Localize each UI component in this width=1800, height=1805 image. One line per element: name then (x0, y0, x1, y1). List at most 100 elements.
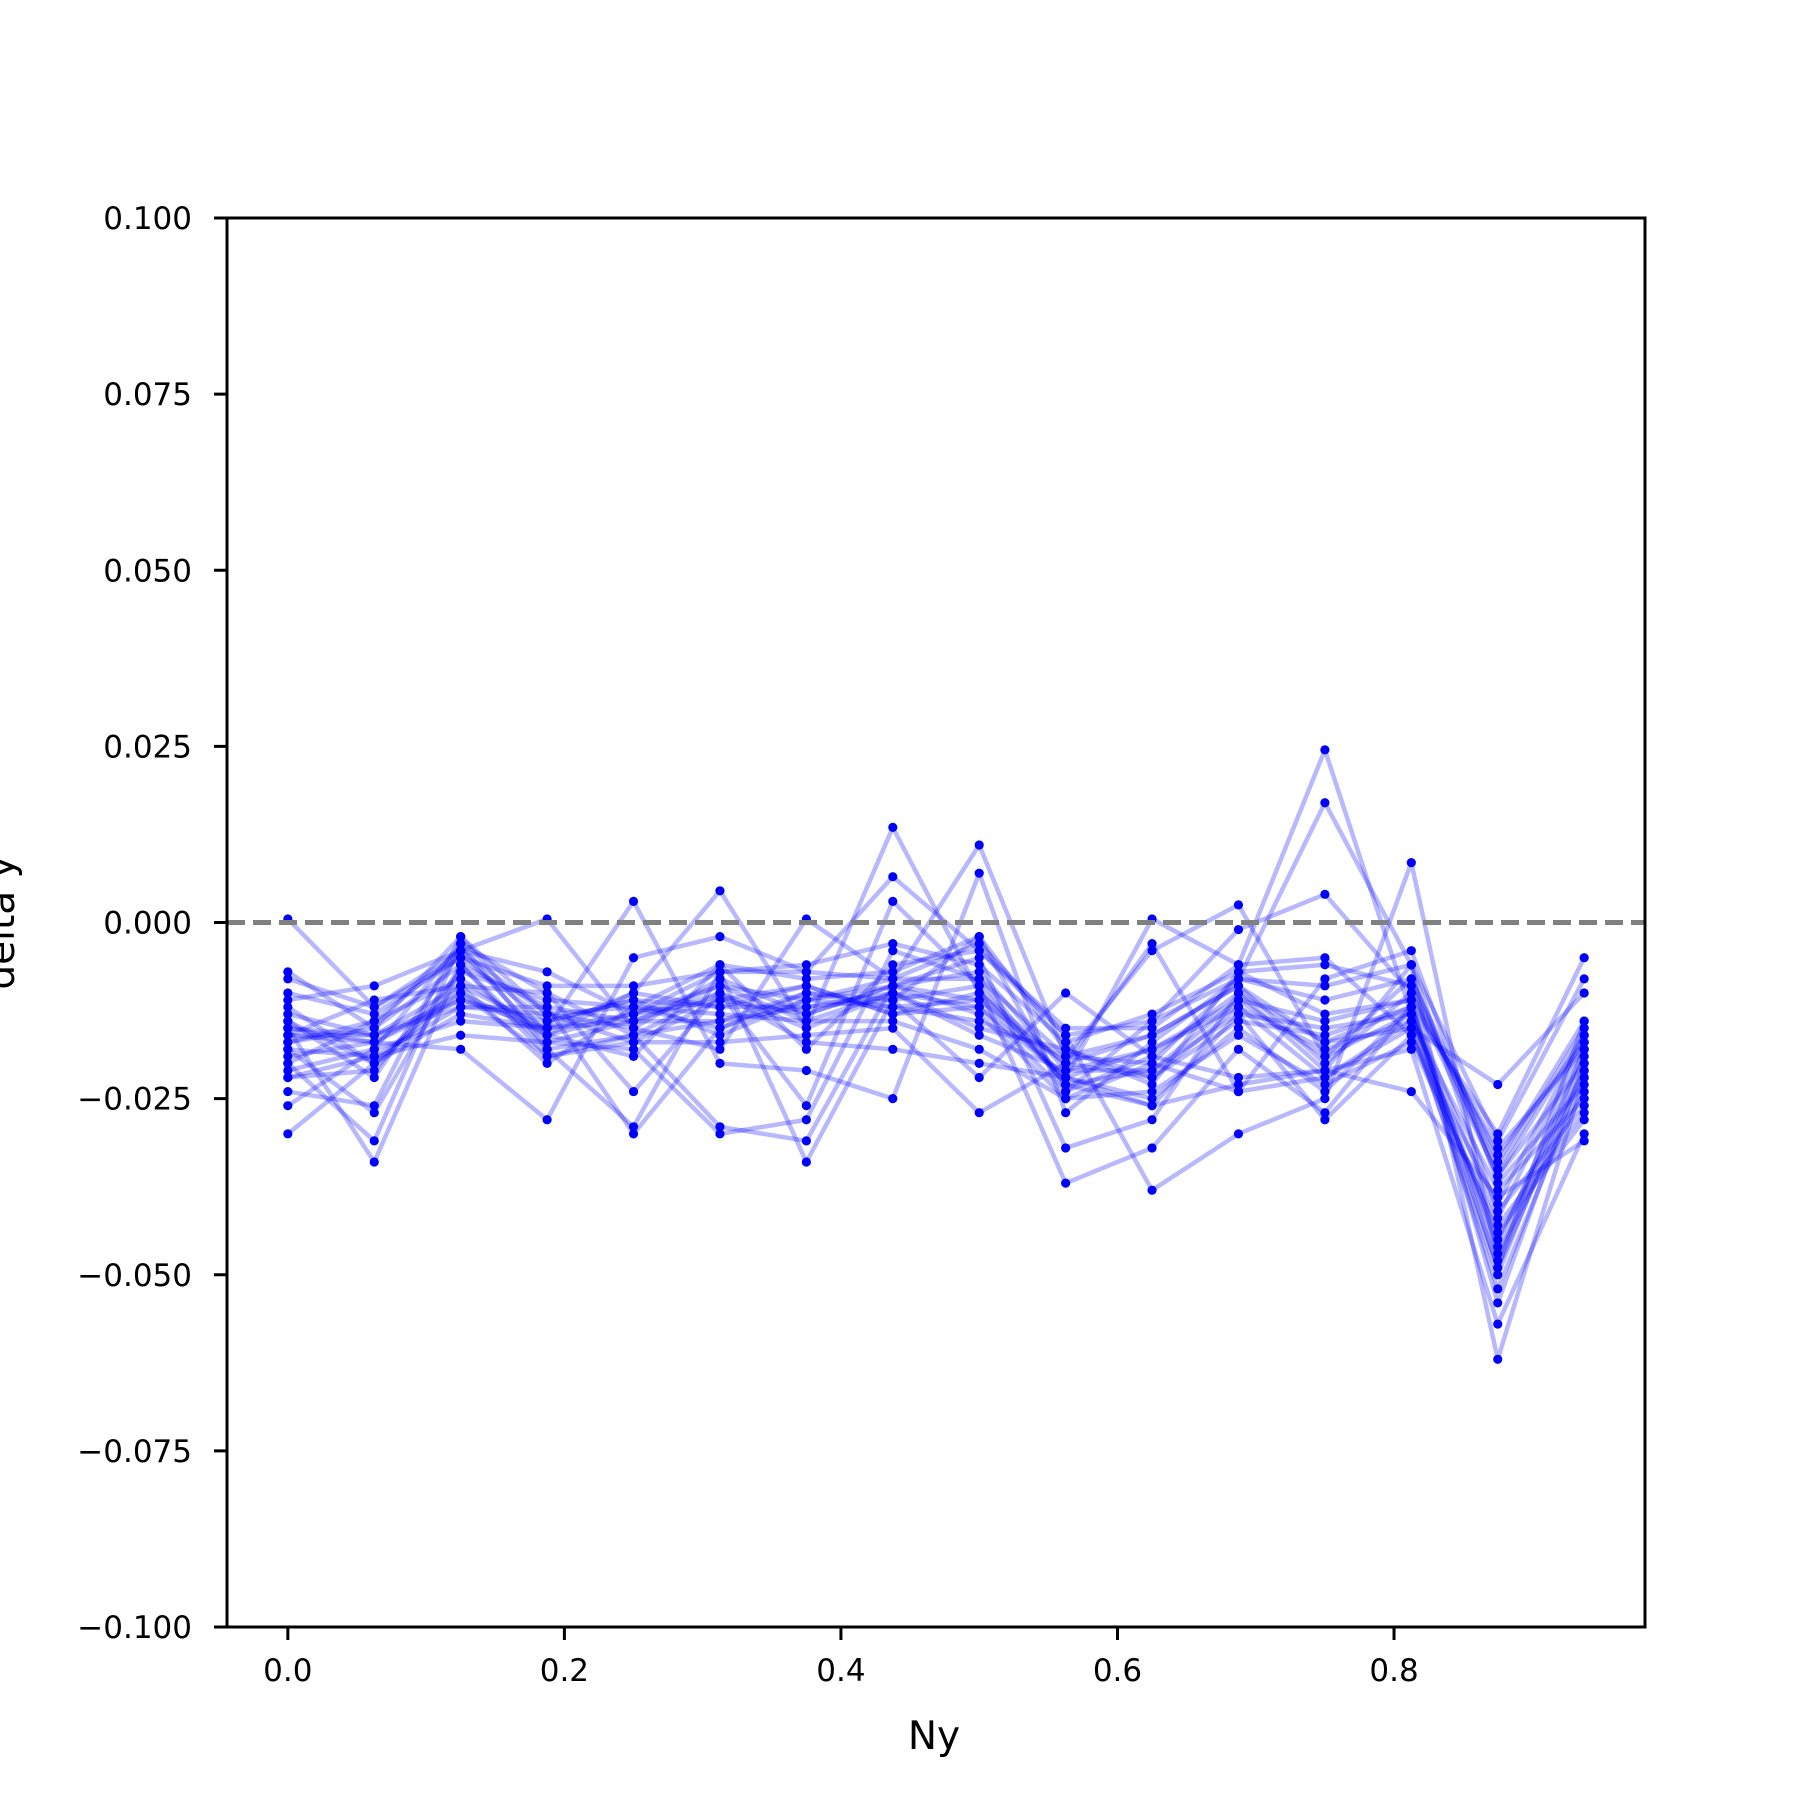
data-point (1233, 1002, 1244, 1012)
y-tick-label: 0.075 (103, 377, 192, 413)
data-point (974, 960, 984, 970)
data-point (888, 981, 898, 991)
data-point (801, 1037, 811, 1047)
data-point (283, 1016, 293, 1026)
data-point (369, 1072, 379, 1083)
data-point (628, 981, 639, 991)
data-point (1493, 1150, 1503, 1160)
data-point (1147, 1143, 1157, 1153)
data-point (1061, 1178, 1071, 1188)
data-point (1147, 939, 1157, 949)
data-point (801, 1101, 811, 1111)
data-point (1493, 1234, 1503, 1245)
data-point (888, 872, 898, 882)
data-point (1579, 988, 1589, 998)
data-point (1493, 1129, 1503, 1139)
data-point (1493, 1354, 1503, 1364)
data-point (1233, 1030, 1244, 1040)
x-tick-label: 0.6 (1093, 1653, 1142, 1689)
data-point (715, 1129, 725, 1139)
data-point (1406, 960, 1416, 970)
data-point (456, 974, 466, 984)
data-point (283, 1044, 293, 1054)
data-point (369, 1037, 379, 1047)
data-point (628, 1009, 639, 1019)
data-point (974, 1072, 984, 1083)
data-point (283, 988, 293, 998)
data-point (1233, 988, 1244, 998)
data-point (542, 988, 552, 998)
data-point (369, 1136, 379, 1146)
data-point (456, 939, 466, 949)
data-point (369, 1058, 379, 1068)
data-point (628, 1037, 639, 1047)
data-point (1147, 946, 1157, 956)
data-point (283, 1009, 293, 1019)
data-point (974, 974, 984, 984)
y-tick-label: −0.100 (77, 1610, 192, 1646)
data-point (1406, 995, 1416, 1005)
data-point (1493, 1213, 1503, 1223)
data-point (369, 1051, 379, 1061)
data-point (1579, 1115, 1589, 1125)
data-point (801, 1030, 811, 1040)
data-point (801, 1002, 811, 1012)
series-line-3 (286, 800, 1587, 1362)
data-point (1493, 1263, 1503, 1273)
data-point (542, 1051, 552, 1061)
data-point (283, 1030, 293, 1040)
series-line-24 (286, 983, 1586, 1179)
data-point (628, 995, 639, 1005)
series-line-18 (286, 941, 1587, 1327)
marker-layer (283, 745, 1589, 1364)
data-point (1493, 1157, 1503, 1167)
data-point (456, 1002, 466, 1012)
data-point (1406, 1044, 1416, 1054)
data-point (1579, 1108, 1589, 1118)
data-point (628, 1016, 639, 1026)
data-point (456, 953, 466, 963)
data-point (1061, 1037, 1071, 1047)
series-line-9 (287, 934, 1586, 1186)
data-point (1320, 1009, 1330, 1019)
data-point (974, 868, 984, 878)
data-point (1320, 1051, 1330, 1061)
data-point (1493, 1199, 1503, 1209)
data-point (456, 988, 466, 998)
data-point (1233, 995, 1244, 1005)
data-point (628, 1023, 639, 1033)
data-point (1493, 1241, 1503, 1252)
data-point (1493, 1319, 1503, 1329)
data-point (1061, 1072, 1071, 1083)
data-point (1061, 1051, 1071, 1061)
data-point (801, 1023, 811, 1033)
data-point (1320, 995, 1330, 1005)
y-tick-label: 0.050 (103, 553, 192, 589)
data-point (801, 1065, 811, 1076)
data-point (369, 1030, 379, 1040)
series-line-27 (286, 948, 1587, 1165)
data-point (369, 1002, 379, 1012)
data-point (542, 1037, 552, 1047)
data-point (1406, 988, 1416, 998)
data-point (1579, 1072, 1589, 1083)
x-tick-label: 0.8 (1369, 1653, 1418, 1689)
data-point (974, 1023, 984, 1033)
data-point (1320, 1065, 1330, 1076)
data-point (1147, 1065, 1157, 1076)
data-point (1406, 1037, 1416, 1047)
data-point (542, 1009, 552, 1019)
data-point (456, 967, 466, 977)
data-point (369, 1044, 379, 1054)
data-point (1579, 1030, 1589, 1040)
data-point (1233, 1009, 1244, 1019)
data-point (1493, 1256, 1503, 1266)
data-point (974, 1016, 984, 1026)
data-point (628, 1030, 639, 1040)
data-point (801, 960, 811, 970)
data-point (974, 981, 984, 991)
y-axis-label: delta y (0, 855, 24, 989)
data-point (1579, 1023, 1589, 1033)
data-point (1493, 1298, 1503, 1308)
series-line-14 (287, 976, 1587, 1292)
